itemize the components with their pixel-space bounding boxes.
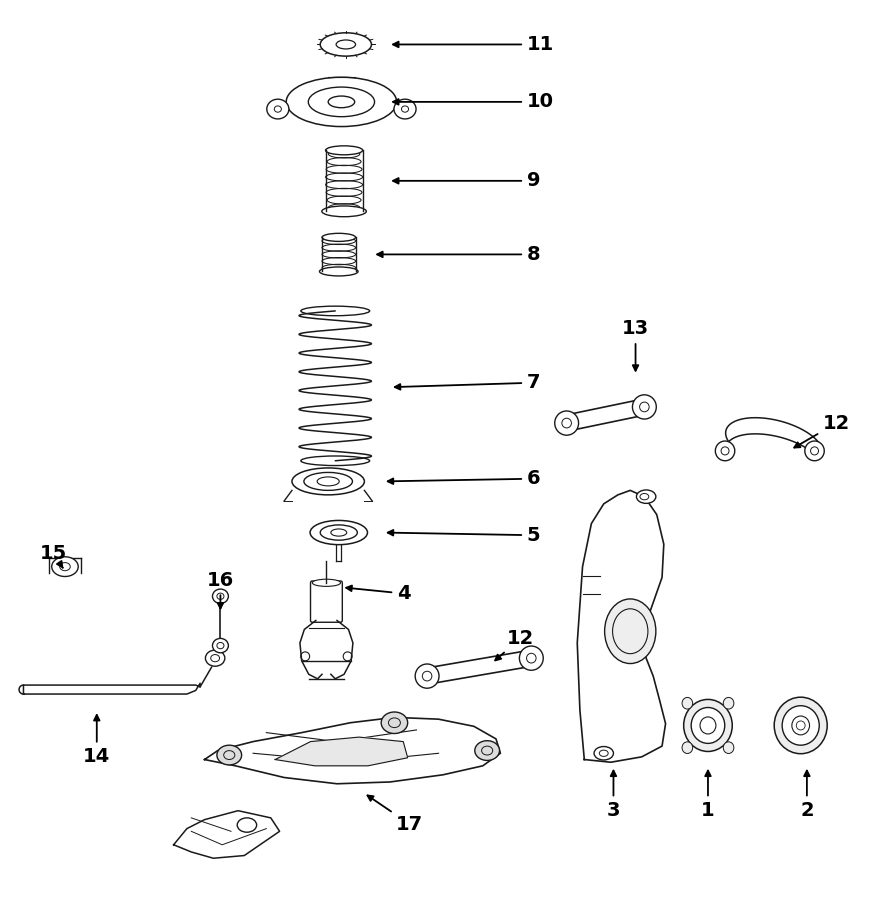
Text: 12: 12: [495, 629, 534, 661]
FancyBboxPatch shape: [310, 581, 342, 622]
Ellipse shape: [691, 707, 725, 743]
Ellipse shape: [774, 698, 828, 753]
Ellipse shape: [633, 395, 657, 419]
Ellipse shape: [325, 146, 362, 155]
Ellipse shape: [723, 698, 734, 709]
Text: 2: 2: [800, 770, 813, 820]
Ellipse shape: [286, 77, 397, 127]
Text: 4: 4: [346, 584, 411, 603]
Ellipse shape: [310, 520, 368, 544]
Ellipse shape: [604, 598, 656, 663]
Ellipse shape: [301, 456, 369, 465]
Text: 16: 16: [206, 571, 234, 608]
Ellipse shape: [320, 267, 358, 276]
Ellipse shape: [206, 650, 225, 666]
Ellipse shape: [217, 745, 242, 765]
Text: 1: 1: [701, 770, 715, 820]
Text: 5: 5: [388, 526, 540, 544]
Text: 11: 11: [393, 35, 554, 54]
Text: 13: 13: [622, 320, 649, 371]
Ellipse shape: [682, 698, 693, 709]
Ellipse shape: [684, 699, 732, 752]
Ellipse shape: [723, 742, 734, 753]
Ellipse shape: [555, 411, 579, 436]
Polygon shape: [23, 683, 200, 694]
Ellipse shape: [320, 32, 371, 56]
Ellipse shape: [519, 646, 543, 670]
Text: 14: 14: [83, 715, 111, 767]
Text: 12: 12: [794, 414, 850, 447]
Text: 3: 3: [607, 770, 620, 820]
Polygon shape: [578, 491, 665, 762]
Ellipse shape: [301, 306, 369, 316]
Ellipse shape: [267, 99, 289, 119]
Text: 9: 9: [393, 171, 540, 190]
Ellipse shape: [213, 638, 229, 652]
Ellipse shape: [782, 706, 820, 745]
Ellipse shape: [682, 742, 693, 753]
Text: 8: 8: [377, 245, 540, 264]
Ellipse shape: [594, 746, 613, 760]
Ellipse shape: [804, 441, 824, 461]
Polygon shape: [174, 811, 280, 859]
Ellipse shape: [636, 490, 656, 503]
Ellipse shape: [322, 206, 366, 217]
Ellipse shape: [237, 818, 257, 832]
Ellipse shape: [475, 741, 500, 760]
Polygon shape: [205, 717, 501, 784]
Polygon shape: [276, 737, 408, 766]
Ellipse shape: [51, 557, 78, 577]
Ellipse shape: [322, 233, 355, 241]
Ellipse shape: [213, 590, 229, 603]
Text: 6: 6: [388, 469, 540, 488]
Ellipse shape: [394, 99, 416, 119]
Text: 7: 7: [395, 374, 540, 392]
Text: 10: 10: [393, 93, 554, 112]
Ellipse shape: [312, 580, 340, 587]
Ellipse shape: [416, 664, 439, 689]
Text: 17: 17: [368, 796, 424, 833]
Text: 15: 15: [39, 544, 66, 568]
Ellipse shape: [292, 468, 364, 495]
Ellipse shape: [381, 712, 408, 733]
Ellipse shape: [715, 441, 734, 461]
